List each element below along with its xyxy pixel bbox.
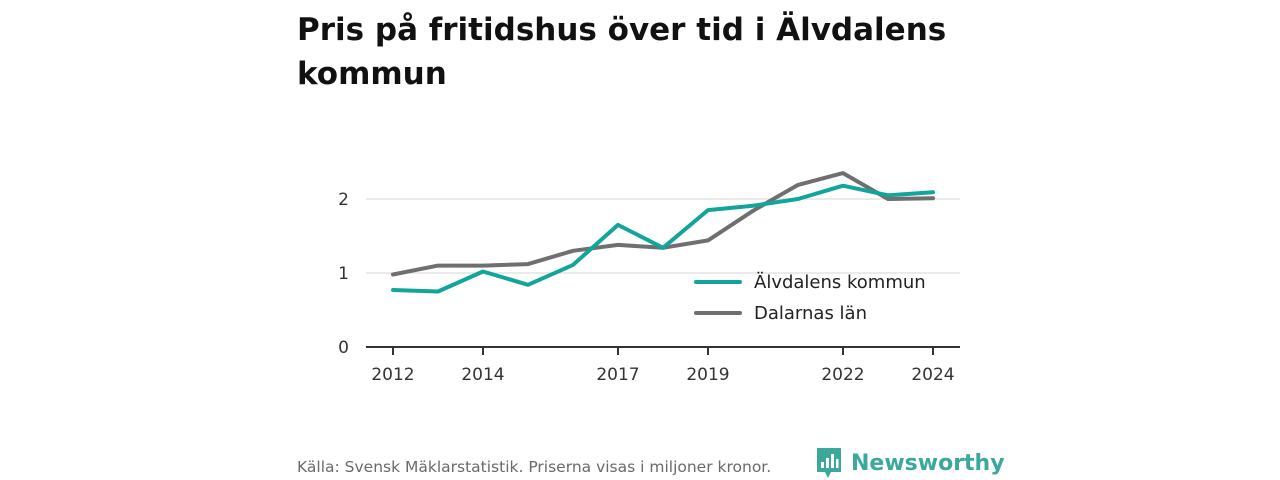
- series-lines: [391, 171, 935, 294]
- y-tick-label: 2: [338, 190, 349, 210]
- brand-logo: Newsworthy: [815, 446, 1005, 480]
- x-tick-label: 2012: [371, 365, 414, 385]
- y-tick-label: 1: [338, 264, 349, 284]
- source-note: Källa: Svensk Mäklarstatistik. Priserna …: [297, 458, 772, 476]
- x-tick-label: 2022: [821, 365, 864, 385]
- grid-lines: [366, 198, 960, 274]
- x-tick-label: 2019: [686, 365, 729, 385]
- brand-name: Newsworthy: [851, 450, 1005, 476]
- chart-title: Pris på fritidshus över tid i Älvdalens …: [297, 12, 947, 92]
- x-tick-label: 2014: [461, 365, 504, 385]
- newsworthy-logo-icon: [817, 448, 841, 478]
- y-tick-label: 0: [338, 338, 349, 358]
- legend: Älvdalens kommun Dalarnas län: [694, 272, 926, 324]
- legend-label-1: Älvdalens kommun: [754, 272, 926, 293]
- axes: 0 1 2 2012 2014 2017 2019 2022 2024: [338, 190, 960, 385]
- x-tick-label: 2024: [911, 365, 954, 385]
- x-tick-label: 2017: [596, 365, 639, 385]
- series-line-1: [391, 183, 935, 294]
- legend-label-2: Dalarnas län: [754, 303, 867, 324]
